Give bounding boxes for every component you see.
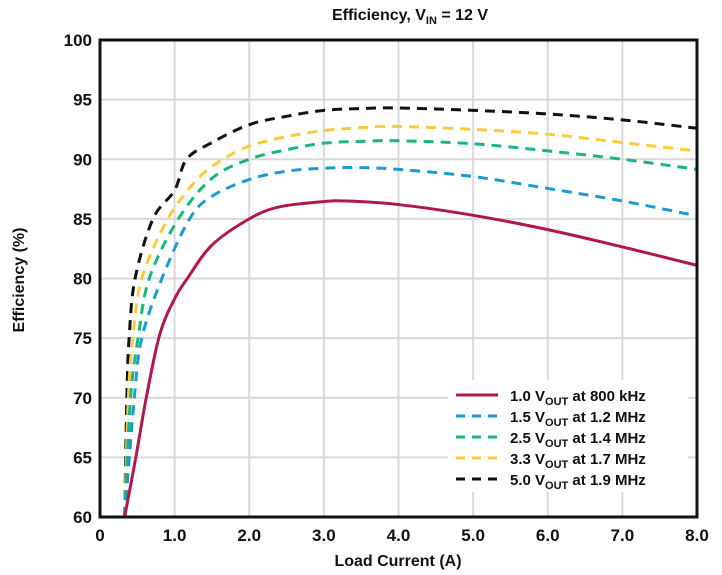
plot-frame [98,38,699,519]
y-tick-label: 70 [73,389,92,408]
chart-title: Efficiency, VIN = 12 V [332,7,488,27]
legend-label-4: 3.3 VOUT at 1.7 MHz [510,451,646,471]
y-axis-ticks: 60 65 70 75 80 85 90 95 100 [64,31,92,527]
y-tick-label: 65 [73,448,92,467]
series-group [123,106,698,518]
x-tick-label: 4.0 [387,526,411,545]
y-tick-label: 75 [73,329,92,348]
legend-label-2: 1.5 VOUT at 1.2 MHz [510,409,646,429]
x-axis-title: Load Current (A) [334,553,461,570]
x-tick-label: 5.0 [461,526,485,545]
series-line-5 [123,106,698,518]
series-line-4 [123,124,698,518]
legend-label-1: 1.0 VOUT at 800 kHz [510,388,646,408]
series-line-3 [123,139,698,518]
x-tick-label: 6.0 [536,526,560,545]
x-tick-label: 1.0 [163,526,187,545]
y-tick-label: 90 [73,150,92,169]
series-line-2 [123,166,698,518]
x-tick-label: 3.0 [312,526,336,545]
y-tick-label: 80 [73,270,92,289]
x-tick-label: 2.0 [237,526,261,545]
y-tick-label: 95 [73,91,92,110]
y-tick-label: 60 [73,508,92,527]
x-axis-ticks: 0 1.0 2.0 3.0 4.0 5.0 6.0 7.0 8.0 [95,526,709,545]
y-axis-title: Efficiency (%) [11,228,28,333]
series-line-1 [123,199,698,518]
y-tick-label: 85 [73,210,92,229]
y-tick-label: 100 [64,31,92,50]
x-tick-label: 0 [95,526,104,545]
x-tick-label: 7.0 [611,526,635,545]
legend-label-5: 5.0 VOUT at 1.9 MHz [510,472,646,492]
legend-label-3: 2.5 VOUT at 1.4 MHz [510,430,646,450]
x-tick-label: 8.0 [685,526,709,545]
